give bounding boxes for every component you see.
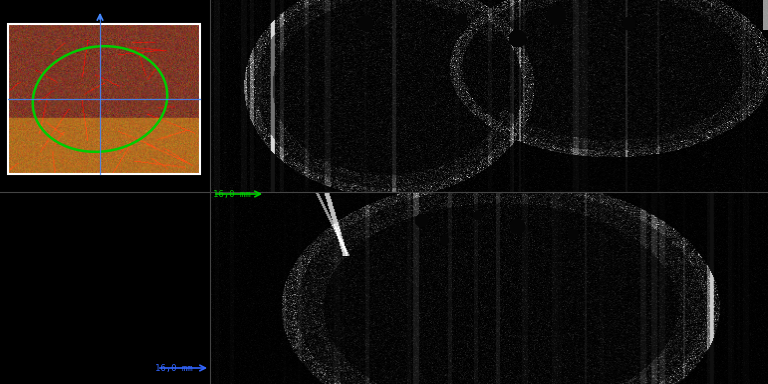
Text: 16,0 mm: 16,0 mm <box>213 190 250 199</box>
Text: 16,0 mm: 16,0 mm <box>155 364 193 373</box>
Bar <box>8 24 200 174</box>
